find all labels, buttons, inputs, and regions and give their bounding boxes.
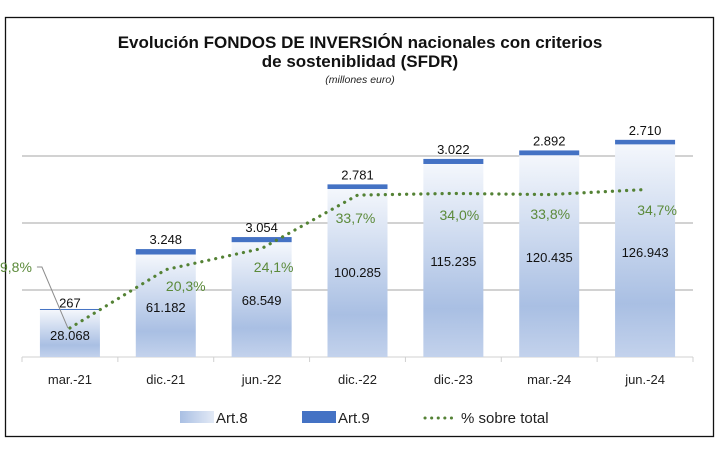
chart-subtitle: (millones euro)	[325, 74, 394, 86]
x-tick-label: dic.-21	[146, 372, 185, 387]
legend-label-percent: % sobre total	[461, 410, 549, 427]
data-label-art9: 267	[59, 296, 81, 311]
bar-art9	[328, 184, 388, 189]
data-label-art8: 68.549	[242, 293, 282, 308]
data-label-percent: 34,7%	[637, 202, 677, 218]
data-label-art9: 3.022	[437, 142, 470, 157]
data-label-percent: 9,8%	[0, 259, 32, 275]
data-label-percent: 24,1%	[254, 259, 294, 275]
data-label-art8: 28.068	[50, 328, 90, 343]
data-label-art8: 100.285	[334, 265, 381, 280]
data-label-art8: 120.435	[526, 250, 573, 265]
data-label-art9: 3.248	[150, 232, 183, 247]
data-label-art9: 2.892	[533, 133, 566, 148]
legend-swatch-art9	[302, 411, 336, 423]
bar-art9	[615, 140, 675, 145]
bar-art9	[519, 150, 579, 155]
x-tick-label: dic.-23	[434, 372, 473, 387]
data-label-percent: 34,0%	[440, 207, 480, 223]
x-tick-label: mar.-24	[527, 372, 571, 387]
data-label-percent: 20,3%	[166, 278, 206, 294]
data-label-art8: 126.943	[622, 245, 669, 260]
x-tick-label: dic.-22	[338, 372, 377, 387]
data-label-art9: 3.054	[245, 220, 278, 235]
x-tick-label: jun.-22	[241, 372, 282, 387]
x-tick-label: mar.-21	[48, 372, 92, 387]
data-label-art9: 2.710	[629, 123, 662, 138]
chart-title-line2: de sosteniblidad (SFDR)	[262, 52, 458, 71]
legend: Art.8 Art.9 % sobre total	[180, 410, 549, 427]
bar-art9	[136, 249, 196, 254]
x-tick-label: jun.-24	[624, 372, 665, 387]
data-label-percent: 33,7%	[336, 210, 376, 226]
bar-art9	[423, 159, 483, 164]
data-label-art8: 115.235	[430, 254, 476, 269]
data-label-percent: 33,8%	[530, 206, 570, 222]
data-label-art8: 61.182	[146, 300, 186, 315]
chart-title: Evolución FONDOS DE INVERSIÓN nacionales…	[118, 33, 603, 52]
legend-label-art9: Art.9	[338, 410, 370, 427]
legend-swatch-art8	[180, 411, 214, 423]
legend-label-art8: Art.8	[216, 410, 248, 427]
data-label-art9: 2.781	[341, 167, 374, 182]
